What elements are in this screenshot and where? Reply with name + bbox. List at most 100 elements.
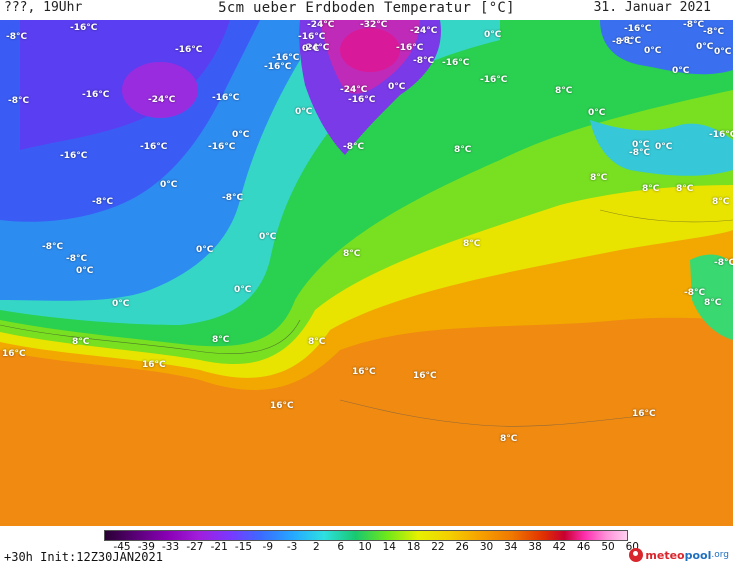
isotherm-label: -16°C [272,53,300,63]
temperature-field [0,20,733,526]
isotherm-label: -24°C [307,20,335,30]
colorbar-tick-label: -33 [162,541,180,553]
isotherm-label: -8°C [620,36,642,46]
colorbar-tick-label: 30 [479,541,494,553]
isotherm-label: -8°C [714,258,733,268]
isotherm-label: 0°C [714,47,732,57]
isotherm-label: -24°C [340,85,368,95]
isotherm-label: 8°C [308,337,326,347]
colorbar-tick-label: 6 [337,541,345,553]
isotherm-label: -8°C [612,37,634,47]
isotherm-label: -8°C [684,288,706,298]
isotherm-label: 8°C [212,335,230,345]
isotherm-label: -24°C [148,95,176,105]
isotherm-label: -8°C [66,254,88,264]
logo-icon [629,548,644,562]
isotherm-label: -8°C [413,56,435,66]
isotherm-label: 8°C [642,184,660,194]
meteopool-logo[interactable]: meteo pool .org [629,546,729,564]
isotherm-label: 16°C [142,360,166,370]
header-bar: ???, 19Uhr 5cm ueber Erdboden Temperatur… [0,0,733,20]
colorbar-tick-label: 2 [313,541,320,553]
isotherm-label: 0°C [672,66,690,76]
isotherm-label: -8°C [703,27,725,37]
isotherm-label: -16°C [175,45,203,55]
isotherm-label: 0°C [388,82,406,92]
colorbar-tick-label: -45 [113,541,131,553]
isotherm-label: 8°C [72,337,90,347]
colorbar-ticks: -45 -39 -33 -27 -21 -15 -9 -3 2 6 10 14 18 22 26 30 34 38… [100,541,640,555]
isotherm-label: 0°C [644,46,662,56]
colorbar-tick-label: 34 [504,541,518,553]
colorbar-tick-label: -27 [186,541,204,553]
isotherm-label: 0°C [632,140,650,150]
isotherm-label: 0°C [295,107,313,117]
isotherm-label: -8°C [92,197,114,207]
colorbar-tick-label: 18 [406,541,421,553]
isotherm-label: -16°C [348,95,376,105]
isotherm-label: -8°C [683,20,705,30]
isotherm-label: 8°C [463,239,481,249]
colorbar-tick-label: 42 [552,541,567,553]
isotherm-label: -24°C [410,26,438,36]
isotherm-label: -16°C [709,130,733,140]
logo-text-c: .org [711,550,729,560]
isotherm-label: -16°C [208,142,236,152]
isotherm-label: 0°C [696,42,714,52]
isotherm-label: 8°C [555,86,573,96]
isotherm-label: -8°C [6,32,28,42]
isotherm-label: -8°C [343,142,365,152]
isotherm-label: -16°C [70,23,98,33]
temperature-map: -8°C -16°C -16°C -24°C -32°C -24°C -16°C… [0,20,733,526]
isotherm-label: -8°C [42,242,64,252]
isotherm-label: 16°C [632,409,656,419]
isotherm-label: 0°C [484,30,502,40]
isotherm-label: 0°C [588,108,606,118]
colorbar-tick-label: -3 [286,541,298,553]
isotherm-label: -8°C [8,96,30,106]
isotherm-label: -8°C [629,148,651,158]
isotherm-label: 16°C [270,401,294,411]
isotherm-label: 0°C [259,232,277,242]
isotherm-label: -16°C [298,32,326,42]
colorbar-tick-label: 10 [358,541,372,553]
colorbar-tick-label: -21 [210,541,228,553]
isotherm-label: -16°C [140,142,168,152]
isotherm-label: -32°C [360,20,388,30]
isotherm-label: -16°C [396,43,424,53]
isotherm-label: 8°C [343,249,361,259]
colorbar-tick-label: 46 [577,541,591,553]
isotherm-label: -16°C [212,93,240,103]
isotherm-label: 16°C [2,349,26,359]
isotherm-label: 16°C [413,371,437,381]
isotherm-label: 0°C [196,245,214,255]
isotherm-label: 0°C [302,44,320,54]
colorbar-tick-label: 22 [431,541,445,553]
isotherm-label: -8°C [222,193,244,203]
isotherm-label: -16°C [264,62,292,72]
forecast-time-label: ???, 19Uhr [4,0,83,15]
colorbar-tick-label: 26 [455,541,469,553]
colorbar-tick-label: -9 [262,541,274,553]
isotherm-label: 8°C [676,184,694,194]
isotherm-label: 0°C [655,142,673,152]
map-title: 5cm ueber Erdboden Temperatur [°C] [218,0,515,16]
isotherm-label: 8°C [712,197,730,207]
isotherm-label: 0°C [160,180,178,190]
colorbar-tick-label: -39 [137,541,155,553]
isotherm-label: -24°C [302,43,330,53]
colorbar-tick-label: -15 [234,541,253,553]
isotherm-label: -16°C [442,58,470,68]
isotherm-label: 0°C [232,130,250,140]
isotherm-label: 8°C [454,145,472,155]
isotherm-label: 8°C [500,434,518,444]
isotherm-label: 8°C [590,173,608,183]
temperature-colorbar [104,530,628,541]
isotherm-label: 16°C [352,367,376,377]
isotherm-label: 0°C [76,266,94,276]
isotherm-label: -16°C [624,24,652,34]
isotherm-label: -16°C [60,151,88,161]
model-run-label: +30h Init:12Z30JAN2021 [4,550,163,564]
isotherm-label: 8°C [704,298,722,308]
colorbar-tick-label: 38 [528,541,542,553]
